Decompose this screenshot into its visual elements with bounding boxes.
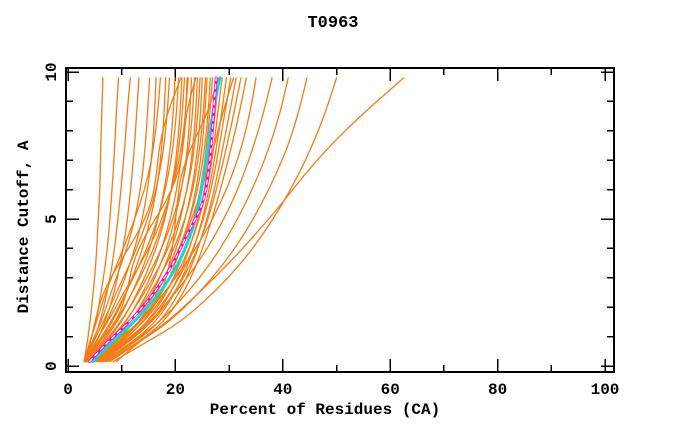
x-axis-label: Percent of Residues (CA) <box>210 401 440 419</box>
model-curve <box>89 77 196 363</box>
model-curve <box>109 77 308 363</box>
model-curve <box>86 77 140 363</box>
plot-area: 0 20 40 60 80 100 0 5 10 <box>43 62 619 399</box>
x-tick-label: 80 <box>488 381 507 399</box>
model-curve <box>83 77 197 363</box>
plot-frame <box>65 67 615 373</box>
model-curve <box>84 77 171 363</box>
model-curve <box>83 77 162 363</box>
model-curve <box>83 77 151 363</box>
model-curve <box>97 77 223 363</box>
model-curve <box>112 77 338 363</box>
highlight-magenta-white-dash-curve <box>88 77 217 363</box>
y-tick-label: 0 <box>43 361 61 371</box>
model-curve <box>83 77 182 363</box>
x-tick-label: 40 <box>273 381 292 399</box>
model-curve <box>88 77 176 363</box>
model-curve <box>99 77 232 363</box>
model-curve <box>86 77 180 363</box>
model-curve <box>85 77 157 363</box>
y-tick-label: 10 <box>43 62 61 81</box>
y-axis-label: Distance Cutoff, A <box>15 140 33 313</box>
x-tick-label: 0 <box>63 381 73 399</box>
x-tick-label: 20 <box>166 381 185 399</box>
model-curve <box>115 77 405 363</box>
model-curve <box>99 77 257 363</box>
model-curve <box>85 77 189 363</box>
y-tick-label: 5 <box>43 214 61 224</box>
highlight-cyan-curve <box>91 76 222 363</box>
x-tick-label: 100 <box>591 381 620 399</box>
x-tick-label: 60 <box>381 381 400 399</box>
model-curve <box>100 77 242 363</box>
model-curve <box>90 77 183 363</box>
model-curve <box>85 77 131 363</box>
chart-title: T0963 <box>307 14 358 33</box>
model-curve <box>106 77 289 363</box>
model-curve <box>91 77 220 363</box>
model-curve <box>102 77 273 363</box>
model-curve <box>106 77 247 363</box>
model-curve <box>83 77 104 363</box>
